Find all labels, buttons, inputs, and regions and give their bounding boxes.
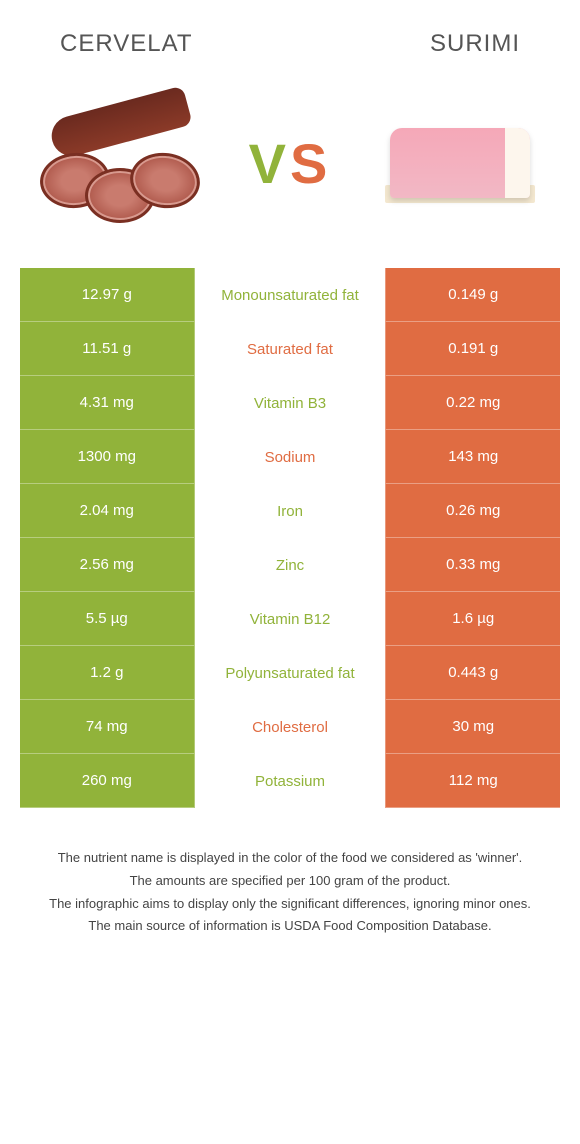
left-value: 1.2 g [20,646,195,700]
footnote-line: The infographic aims to display only the… [30,894,550,915]
table-row: 260 mgPotassium112 mg [20,754,560,808]
right-value: 30 mg [385,700,560,754]
footnote-line: The nutrient name is displayed in the co… [30,848,550,869]
right-value: 0.33 mg [385,538,560,592]
nutrient-label: Monounsaturated fat [195,268,386,322]
table-row: 1.2 gPolyunsaturated fat0.443 g [20,646,560,700]
vs-s: S [290,132,331,195]
table-row: 1300 mgSodium143 mg [20,430,560,484]
left-value: 2.56 mg [20,538,195,592]
right-value: 1.6 µg [385,592,560,646]
vs-section: VS [0,68,580,268]
table-row: 2.56 mgZinc0.33 mg [20,538,560,592]
nutrient-label: Zinc [195,538,386,592]
footnote-line: The main source of information is USDA F… [30,916,550,937]
table-row: 74 mgCholesterol30 mg [20,700,560,754]
right-value: 0.22 mg [385,376,560,430]
header: Cervelat Surimi [0,0,580,68]
title-right: Surimi [430,30,520,58]
left-value: 74 mg [20,700,195,754]
surimi-image [370,93,550,233]
right-value: 0.149 g [385,268,560,322]
right-value: 143 mg [385,430,560,484]
nutrient-label: Vitamin B12 [195,592,386,646]
footnote-line: The amounts are specified per 100 gram o… [30,871,550,892]
vs-v: V [249,132,290,195]
left-value: 4.31 mg [20,376,195,430]
left-value: 260 mg [20,754,195,808]
table-row: 4.31 mgVitamin B30.22 mg [20,376,560,430]
nutrient-label: Iron [195,484,386,538]
nutrient-label: Cholesterol [195,700,386,754]
left-value: 11.51 g [20,322,195,376]
nutrient-label: Sodium [195,430,386,484]
table-row: 11.51 gSaturated fat0.191 g [20,322,560,376]
left-value: 1300 mg [20,430,195,484]
nutrient-table: 12.97 gMonounsaturated fat0.149 g11.51 g… [20,268,560,808]
left-value: 12.97 g [20,268,195,322]
nutrient-label: Polyunsaturated fat [195,646,386,700]
nutrient-label: Vitamin B3 [195,376,386,430]
right-value: 0.443 g [385,646,560,700]
nutrient-label: Saturated fat [195,322,386,376]
left-value: 2.04 mg [20,484,195,538]
table-row: 5.5 µgVitamin B121.6 µg [20,592,560,646]
vs-label: VS [249,131,332,196]
table-row: 2.04 mgIron0.26 mg [20,484,560,538]
footnotes: The nutrient name is displayed in the co… [0,808,580,959]
right-value: 112 mg [385,754,560,808]
title-left: Cervelat [60,30,193,58]
right-value: 0.191 g [385,322,560,376]
nutrient-label: Potassium [195,754,386,808]
left-value: 5.5 µg [20,592,195,646]
table-row: 12.97 gMonounsaturated fat0.149 g [20,268,560,322]
cervelat-image [30,93,210,233]
right-value: 0.26 mg [385,484,560,538]
